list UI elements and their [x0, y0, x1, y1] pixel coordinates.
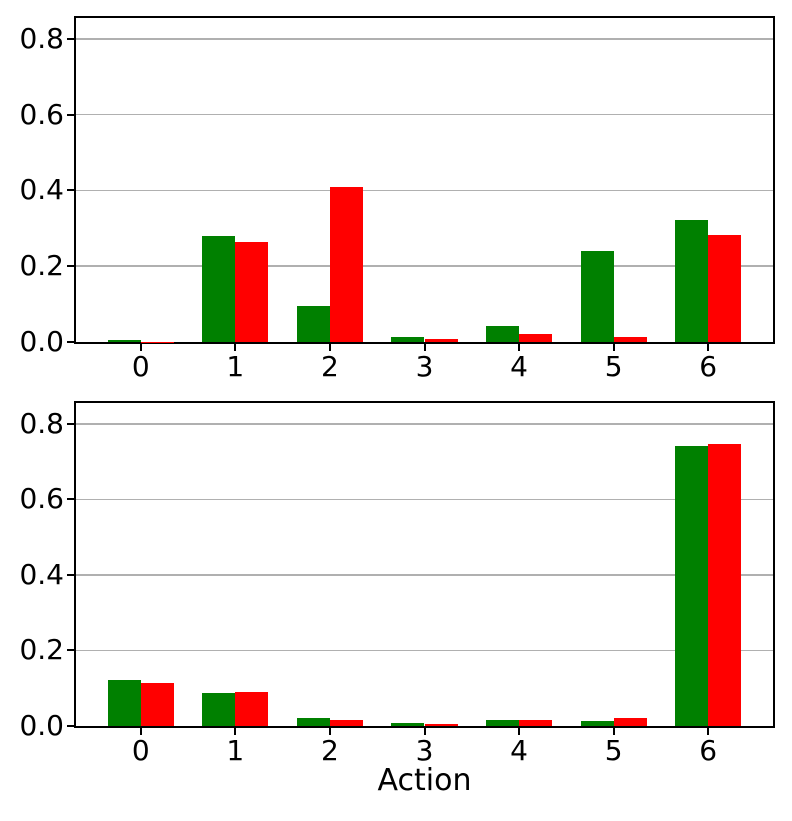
x-tick-label: 3 — [415, 734, 434, 767]
y-tick-label: 0.2 — [19, 249, 64, 283]
x-tick-label: 1 — [226, 350, 245, 383]
x-tick-label: 2 — [321, 734, 339, 767]
gridline — [76, 38, 773, 40]
y-tick-mark — [67, 113, 74, 116]
x-axis-label: Action — [377, 763, 472, 798]
y-tick-label: 0.6 — [19, 482, 64, 516]
green-bar-0 — [107, 679, 141, 726]
y-tick-mark — [67, 649, 74, 652]
y-tick-label: 0.0 — [19, 325, 64, 358]
y-tick-mark — [67, 189, 74, 192]
y-tick-mark — [67, 498, 74, 501]
y-tick-mark — [67, 422, 74, 425]
red-bar-1 — [235, 242, 269, 342]
red-bar-3 — [424, 723, 458, 726]
bottom-chart: Action 0.0 0.2 0.4 0.6 0.8 0 1 2 3 4 5 6 — [19, 401, 775, 796]
x-tick-mark — [139, 728, 142, 735]
x-tick-label: 6 — [699, 350, 718, 383]
red-bar-6 — [708, 443, 742, 726]
green-bar-5 — [580, 721, 614, 726]
green-bar-4 — [485, 719, 520, 726]
x-tick-mark — [518, 344, 521, 351]
x-tick-mark — [328, 344, 331, 351]
y-tick-mark — [67, 573, 74, 576]
y-tick-label: 0.6 — [19, 97, 64, 131]
y-tick-label: 0.0 — [19, 709, 64, 742]
x-tick-label: 6 — [699, 734, 718, 767]
y-tick-mark — [67, 725, 74, 727]
x-tick-mark — [328, 728, 331, 735]
x-tick-label: 0 — [131, 734, 150, 767]
x-tick-label: 4 — [510, 734, 528, 767]
x-tick-label: 5 — [604, 734, 623, 767]
gridline — [76, 189, 773, 192]
green-bar-6 — [675, 219, 709, 342]
x-tick-label: 1 — [226, 734, 245, 767]
y-tick-mark — [67, 37, 74, 40]
red-bar-6 — [708, 234, 742, 342]
x-tick-mark — [234, 344, 237, 351]
top-chart: 0.0 0.2 0.4 0.6 0.8 0 1 2 3 4 5 6 — [19, 16, 775, 381]
gridline — [76, 423, 773, 425]
x-tick-mark — [423, 344, 426, 351]
x-tick-label: 5 — [604, 350, 623, 383]
green-bar-2 — [296, 306, 330, 342]
x-tick-mark — [234, 728, 237, 735]
green-bar-5 — [580, 251, 614, 342]
x-tick-mark — [423, 728, 426, 735]
gridline — [76, 649, 773, 652]
gridline — [76, 574, 773, 576]
green-bar-1 — [202, 235, 236, 342]
x-tick-mark — [139, 344, 142, 351]
green-bar-1 — [202, 692, 236, 726]
red-bar-5 — [613, 718, 647, 726]
gridline — [76, 113, 773, 116]
red-bar-0 — [140, 682, 174, 726]
red-bar-5 — [613, 337, 647, 342]
x-tick-label: 0 — [131, 350, 150, 383]
green-bar-6 — [675, 445, 709, 726]
x-tick-mark — [707, 728, 710, 735]
y-tick-label: 0.2 — [19, 633, 64, 667]
x-tick-label: 3 — [415, 350, 434, 383]
x-tick-mark — [518, 728, 521, 735]
red-bar-2 — [329, 719, 364, 726]
y-tick-mark — [67, 265, 74, 268]
red-bar-3 — [424, 338, 458, 342]
x-tick-mark — [612, 344, 615, 351]
gridline — [76, 265, 773, 267]
y-tick-label: 0.8 — [19, 21, 64, 55]
gridline — [76, 498, 773, 501]
red-bar-1 — [235, 691, 269, 726]
red-bar-2 — [329, 187, 364, 342]
green-bar-3 — [391, 722, 425, 726]
x-tick-mark — [707, 344, 710, 351]
y-tick-label: 0.8 — [19, 406, 64, 440]
green-bar-0 — [107, 340, 141, 342]
y-tick-mark — [67, 341, 74, 343]
red-bar-4 — [519, 334, 553, 342]
green-bar-4 — [485, 325, 520, 342]
x-tick-label: 4 — [510, 350, 528, 383]
y-tick-label: 0.4 — [19, 173, 64, 207]
x-tick-label: 2 — [321, 350, 339, 383]
x-tick-mark — [612, 728, 615, 735]
green-bar-2 — [296, 718, 330, 726]
green-bar-3 — [391, 337, 425, 342]
y-tick-label: 0.4 — [19, 557, 64, 591]
red-bar-4 — [519, 720, 553, 726]
